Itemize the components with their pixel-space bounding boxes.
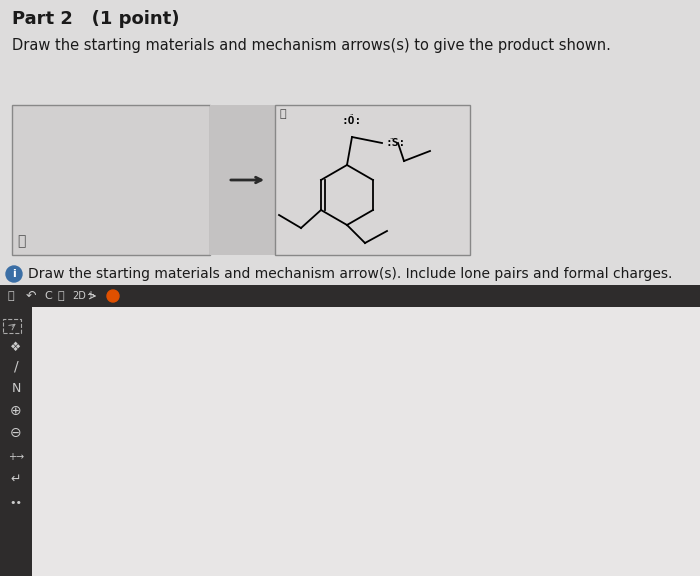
Text: ••: ••	[10, 498, 22, 508]
Text: Draw the starting materials and mechanism arrow(s). Include lone pairs and forma: Draw the starting materials and mechanis…	[28, 267, 673, 281]
Text: Ⓧ: Ⓧ	[57, 291, 64, 301]
Bar	[0, 285, 700, 307]
Text: i: i	[12, 269, 16, 279]
Text: ❖: ❖	[10, 340, 22, 354]
Text: 📄: 📄	[8, 291, 15, 301]
Bar	[275, 105, 470, 255]
Bar	[32, 307, 700, 576]
Text: Draw the starting materials and mechanism arrows(s) to give the product shown.: Draw the starting materials and mechanis…	[12, 38, 611, 53]
Bar	[12, 105, 210, 255]
Text: C: C	[44, 291, 52, 301]
FancyBboxPatch shape	[0, 0, 700, 285]
Text: :O:: :O:	[342, 116, 362, 126]
Text: :S:: :S:	[386, 138, 406, 148]
Text: Part 2   (1 point): Part 2 (1 point)	[12, 10, 179, 28]
Text: ↵: ↵	[10, 472, 21, 486]
Circle shape	[6, 266, 22, 282]
Bar	[0, 307, 32, 576]
Text: ..: ..	[350, 110, 354, 116]
Text: ⓘ: ⓘ	[17, 234, 25, 248]
Bar	[210, 105, 275, 255]
Text: +→: +→	[8, 452, 24, 462]
Bar	[3, 319, 21, 333]
Text: N: N	[11, 382, 21, 396]
Text: +: +	[86, 290, 94, 300]
Text: ⊖: ⊖	[10, 426, 22, 440]
Text: ↶: ↶	[26, 290, 36, 302]
Text: 🔒: 🔒	[280, 109, 286, 119]
Text: ⊕: ⊕	[10, 404, 22, 418]
Text: ..: ..	[389, 134, 393, 140]
Circle shape	[107, 290, 119, 302]
Text: /: /	[14, 360, 18, 374]
Text: 2D: 2D	[72, 291, 86, 301]
